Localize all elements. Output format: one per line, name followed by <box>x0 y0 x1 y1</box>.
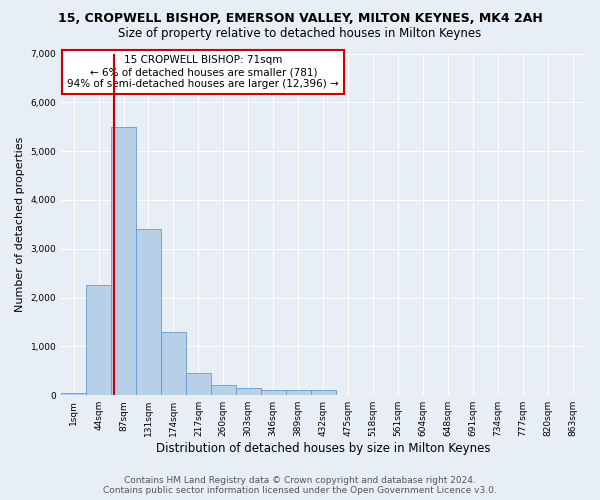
Text: Contains HM Land Registry data © Crown copyright and database right 2024.
Contai: Contains HM Land Registry data © Crown c… <box>103 476 497 495</box>
Bar <box>161 332 186 395</box>
Y-axis label: Number of detached properties: Number of detached properties <box>15 136 25 312</box>
Text: 15 CROPWELL BISHOP: 71sqm
← 6% of detached houses are smaller (781)
94% of semi-: 15 CROPWELL BISHOP: 71sqm ← 6% of detach… <box>67 56 339 88</box>
Text: Size of property relative to detached houses in Milton Keynes: Size of property relative to detached ho… <box>118 28 482 40</box>
Bar <box>211 386 236 395</box>
Bar <box>236 388 261 395</box>
Bar <box>311 390 335 395</box>
Bar <box>111 126 136 395</box>
Bar <box>86 286 111 395</box>
Bar <box>261 390 286 395</box>
Bar <box>286 390 311 395</box>
Bar <box>136 229 161 395</box>
Text: 15, CROPWELL BISHOP, EMERSON VALLEY, MILTON KEYNES, MK4 2AH: 15, CROPWELL BISHOP, EMERSON VALLEY, MIL… <box>58 12 542 26</box>
Bar <box>186 373 211 395</box>
X-axis label: Distribution of detached houses by size in Milton Keynes: Distribution of detached houses by size … <box>156 442 490 455</box>
Bar <box>61 393 86 395</box>
